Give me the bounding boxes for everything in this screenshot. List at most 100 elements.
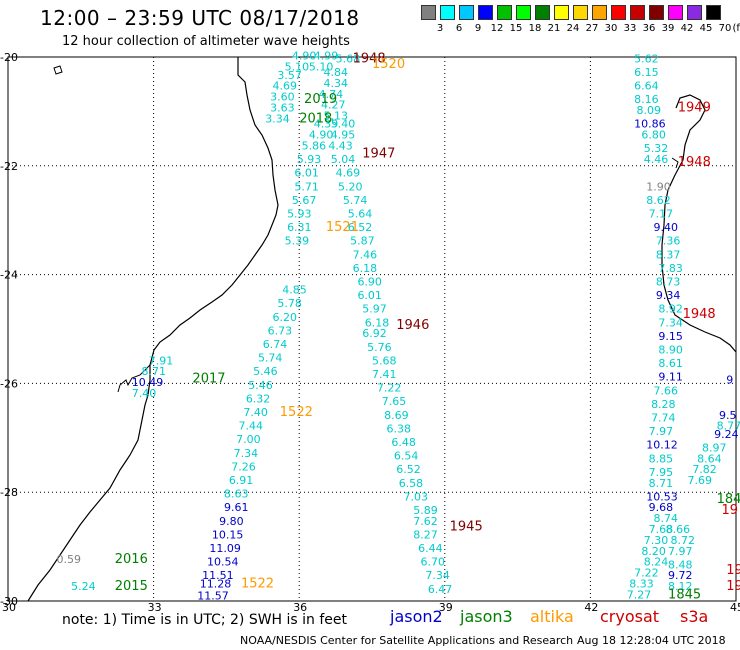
wave-height-value: 8.09	[637, 104, 662, 117]
wave-height-value: 8.72	[670, 534, 695, 547]
madagascar-coastline	[661, 94, 737, 353]
color-scale-swatch	[459, 5, 474, 20]
wave-height-value: 10.12	[646, 439, 678, 452]
pass-time-label: 2015	[115, 579, 148, 594]
pass-time-label: 1948	[353, 51, 386, 66]
wave-height-value: 8.85	[649, 452, 674, 465]
wave-height-value: 8.77	[717, 420, 740, 433]
color-scale-swatch	[478, 5, 493, 20]
wave-height-value: 9.5	[719, 409, 737, 422]
wave-height-value: 7.65	[382, 395, 407, 408]
wave-height-value: 6.44	[418, 542, 443, 555]
wave-height-value: 7.26	[231, 460, 256, 473]
latitude-label: -26	[0, 377, 18, 390]
pass-time-label: 1947	[362, 147, 395, 162]
legend-altika: altika	[530, 607, 574, 626]
color-scale-swatch	[516, 5, 531, 20]
wave-height-value: 9.61	[224, 501, 249, 514]
wave-height-value: 8.12	[668, 580, 693, 593]
wave-height-value: 10.86	[634, 118, 666, 131]
latitude-label: -24	[0, 269, 18, 282]
wave-height-value: 6.91	[229, 474, 254, 487]
latitude-labels: -20 -22 -24 -26 -28 -30	[0, 51, 18, 608]
wave-height-value: 10.53	[646, 490, 678, 503]
wave-height-value: 8.71	[649, 477, 674, 490]
wave-height-value: 9.24	[714, 428, 739, 441]
wave-height-value: 7.91	[149, 354, 174, 367]
wave-height-value: 8.66	[666, 523, 691, 536]
wave-height-value: 7.40	[243, 406, 267, 419]
map-title: 12:00 – 23:59 UTC 08/17/2018	[40, 6, 360, 30]
wave-height-value: 4.90	[292, 50, 317, 63]
wave-height-value: 5.78	[277, 297, 302, 310]
color-scale-swatch	[687, 5, 702, 20]
color-scale-swatch	[440, 5, 455, 20]
color-scale-label: 12	[490, 23, 504, 34]
wave-height-value: 5.13	[323, 110, 348, 123]
wave-height-value: 7.22	[377, 382, 402, 395]
legend-s3a: s3a	[680, 607, 709, 626]
latitude-label: -30	[0, 595, 18, 608]
wave-height-value: 6.32	[246, 392, 271, 405]
wave-height-value: 8.20	[641, 545, 666, 558]
wave-height-value: 8.90	[658, 343, 683, 356]
wave-height-value: 9.40	[653, 221, 678, 234]
legend-cryosat: cryosat	[600, 607, 660, 626]
color-scale-label: 30	[604, 23, 618, 34]
wave-height-value: 7.40	[132, 387, 157, 400]
wave-height-value: 6.01	[294, 167, 319, 180]
pass-time-label: 1522	[280, 405, 313, 420]
map-frame	[7, 56, 737, 602]
wave-height-value: 6.01	[357, 289, 382, 302]
color-scale-label: 3	[436, 23, 444, 34]
color-scale-label: 6	[455, 23, 463, 34]
wave-height-value: 6.54	[394, 450, 419, 463]
longitude-label: 45	[730, 601, 740, 614]
wave-height-value: 5.71	[294, 180, 319, 193]
wave-height-value: 4.74	[319, 88, 344, 101]
pass-time-label: 2019	[304, 92, 337, 107]
wave-height-value: 8.48	[668, 558, 693, 571]
wave-height-value: 8.97	[702, 441, 727, 454]
wave-height-value: 5.93	[297, 153, 322, 166]
color-scale-unit: (ft)	[732, 23, 740, 34]
wave-height-value: 3.57	[277, 69, 302, 82]
pass-time-label: 1520	[372, 57, 405, 72]
wave-height-value: 6.18	[365, 316, 390, 329]
color-scale-label: 42	[680, 23, 694, 34]
longitude-label: 42	[584, 601, 598, 614]
wave-height-value: 7.83	[658, 262, 683, 275]
wave-height-value: 7.03	[404, 490, 429, 503]
color-scale-swatch	[706, 5, 721, 20]
wave-height-value: 5.93	[287, 207, 312, 220]
wave-height-value: 9.68	[649, 501, 674, 514]
wave-height-value: 7.36	[656, 235, 681, 248]
wave-height-value: 3.34	[265, 112, 290, 125]
wave-height-value: 6.47	[428, 583, 453, 596]
pass-time-label: 1946	[396, 318, 429, 333]
color-scale-swatch	[592, 5, 607, 20]
wave-height-value: 5.87	[350, 235, 375, 248]
africa-coastline	[27, 57, 279, 602]
pass-time-label: 19	[726, 563, 740, 578]
wave-height-value: 7.66	[653, 384, 678, 397]
wave-height-value: 6.80	[641, 129, 666, 142]
wave-height-value: 11.28	[200, 577, 232, 590]
wave-height-value: 10.15	[212, 528, 244, 541]
wave-height-value: 5.76	[367, 341, 392, 354]
wave-height-value: 6.18	[353, 262, 378, 275]
footer-note: note: 1) Time is in UTC; 2) SWH is in fe…	[62, 612, 348, 628]
wave-height-value: 8.16	[634, 93, 659, 106]
wave-height-value: 6.48	[391, 436, 416, 449]
wave-height-value: 6.73	[268, 324, 293, 337]
color-scale-swatch	[497, 5, 512, 20]
color-scale-swatch	[630, 5, 645, 20]
color-scale-label: 39	[661, 23, 675, 34]
pass-time-label: 2017	[192, 371, 225, 386]
longitude-label: 30	[2, 601, 16, 614]
wave-height-value: 5.68	[372, 354, 397, 367]
wave-height-value: 4.69	[336, 167, 361, 180]
color-scale-swatch	[573, 5, 588, 20]
color-scale-label: 36	[642, 23, 656, 34]
wave-height-value: 6.64	[634, 80, 659, 93]
